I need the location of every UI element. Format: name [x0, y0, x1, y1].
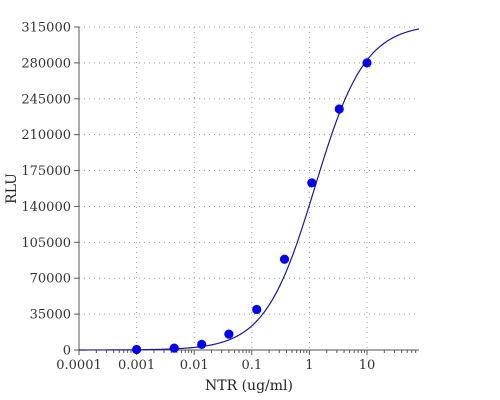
x-tick-label: 0.1: [241, 358, 262, 373]
x-axis-ticks: 0.0001 0.001 0.01 0.1 1 10: [56, 350, 417, 373]
data-point: [252, 304, 262, 315]
x-tick-label: 0.0001: [56, 358, 102, 373]
y-tick-label: 315000: [21, 21, 71, 36]
x-tick-label: 10: [359, 358, 376, 373]
y-tick-label: 140000: [21, 200, 71, 215]
data-point: [169, 343, 179, 353]
fit-curve: [79, 28, 420, 351]
y-tick-label: 175000: [21, 164, 71, 179]
y-tick-label: 70000: [30, 272, 71, 287]
y-tick-label: 105000: [21, 236, 71, 251]
data-point: [197, 339, 207, 349]
data-points: [131, 58, 372, 355]
axes: [78, 27, 419, 351]
x-axis-title: NTR (ug/ml): [205, 378, 293, 394]
grid: [79, 26, 419, 350]
x-tick-label: 0.001: [118, 358, 155, 373]
y-tick-label: 245000: [21, 92, 71, 107]
data-point: [334, 104, 344, 114]
y-tick-label: 210000: [21, 128, 71, 143]
x-tick-label: 1: [305, 358, 313, 373]
data-point: [224, 329, 234, 339]
data-point: [307, 178, 317, 188]
y-tick-label: 280000: [21, 56, 71, 71]
y-tick-label: 35000: [30, 308, 71, 323]
data-point: [279, 254, 290, 264]
y-axis-title: RLU: [4, 173, 20, 204]
data-point: [362, 58, 372, 68]
data-point: [131, 344, 142, 355]
x-tick-label: 0.01: [180, 358, 209, 373]
y-tick-label: 0: [63, 344, 71, 359]
y-axis-ticks: 0 35000 70000 105000 140000 175000 210000 24500…: [21, 21, 79, 359]
